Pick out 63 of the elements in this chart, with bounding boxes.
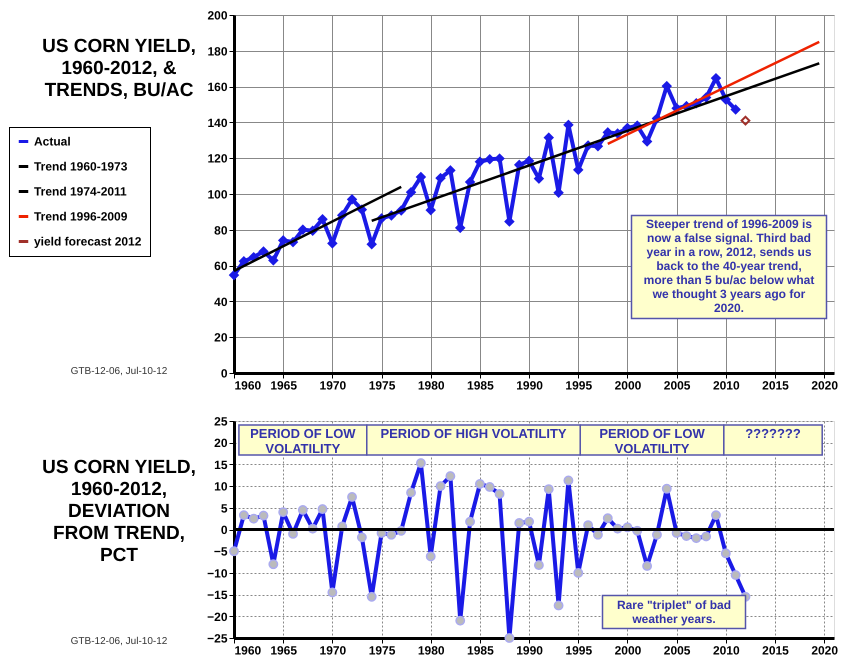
x-tick-label: 1995	[565, 644, 592, 658]
x-tick-label: 2000	[614, 644, 642, 658]
y-tick-label: 20	[214, 436, 228, 450]
y-tick-label: 160	[207, 80, 228, 94]
annotation: Steeper trend of 1996-2009 is now a false signal. Third bad year in a row, 2012, sends us back to the 40-year trend, more than 5 bu/ac below what we thought 3 years ago for 2020.	[644, 216, 814, 315]
text: US CORN YIELD, 1960-2012, DEVIATION FROM TREND, PCT	[42, 457, 196, 566]
x-tick-label: 1970	[320, 644, 347, 658]
x-tick-label: 2005	[664, 644, 691, 658]
legend-label: Trend 1960-1973	[34, 160, 128, 174]
legend-label: Actual	[34, 134, 71, 148]
y-tick-label: 0	[220, 366, 228, 380]
x-tick-label: 2010	[712, 644, 740, 658]
x-tick-label: 1970	[320, 378, 347, 392]
x-tick-label: 2000	[614, 378, 642, 392]
y-tick-label: −15	[207, 588, 228, 602]
x-tick-label: 1960	[234, 378, 262, 392]
y-tick-label: 10	[214, 480, 228, 494]
x-tick-label: 1960	[234, 644, 262, 658]
y-tick-label: 120	[207, 152, 228, 166]
x-tick-label: 1980	[418, 644, 445, 658]
x-tick-label: 1965	[270, 378, 298, 392]
text: US CORN YIELD, 1960-2012, & TRENDS, BU/AC	[42, 36, 196, 101]
band-label: ???????	[745, 426, 801, 441]
x-tick-label: 1995	[565, 378, 592, 392]
y-tick-label: −10	[207, 566, 228, 580]
y-tick-label: 140	[207, 116, 228, 130]
y-tick-label: 25	[214, 414, 228, 428]
annotation: Rare "triplet" of bad weather years.	[616, 598, 732, 626]
y-tick-label: 0	[220, 523, 228, 537]
y-tick-label: −25	[207, 632, 228, 646]
x-tick-label: 2005	[664, 378, 691, 392]
x-tick-label: 2015	[762, 378, 790, 392]
x-tick-label: 1985	[467, 378, 494, 392]
x-tick-label: 2020	[811, 378, 838, 392]
text: GTB-12-06, Jul-10-12	[70, 366, 168, 377]
y-tick-label: 40	[214, 294, 228, 309]
y-tick-label: 200	[207, 8, 228, 22]
band-label: PERIOD OF LOW VOLATILITY	[599, 426, 706, 456]
x-tick-label: 1965	[270, 644, 298, 658]
x-tick-label: 1985	[467, 644, 494, 658]
band-label: PERIOD OF HIGH VOLATILITY	[380, 426, 567, 441]
x-tick-label: 1990	[516, 644, 544, 658]
y-tick-label: 180	[207, 44, 228, 58]
x-tick-label: 1980	[418, 378, 445, 392]
legend-label: Trend 1996-2009	[34, 210, 128, 224]
text: GTB-12-06, Jul-10-12	[70, 636, 168, 647]
x-tick-label: 2015	[762, 644, 790, 658]
x-tick-label: 2020	[811, 644, 838, 658]
x-tick-label: 1975	[368, 644, 396, 658]
y-tick-label: 20	[214, 330, 228, 345]
y-tick-label: 15	[214, 458, 228, 472]
y-tick-label: −5	[214, 544, 228, 559]
x-tick-label: 2010	[712, 378, 740, 392]
legend-label: yield forecast 2012	[34, 234, 142, 248]
band-label: PERIOD OF LOW VOLATILITY	[250, 426, 356, 456]
legend-label: Trend 1974-2011	[34, 184, 128, 198]
x-tick-label: 1990	[516, 378, 544, 392]
y-tick-label: 100	[207, 188, 228, 202]
x-tick-label: 1975	[368, 378, 396, 392]
y-tick-label: 5	[220, 501, 228, 516]
y-tick-label: 60	[214, 259, 228, 274]
y-tick-label: 80	[214, 223, 228, 238]
y-tick-label: −20	[207, 610, 228, 624]
